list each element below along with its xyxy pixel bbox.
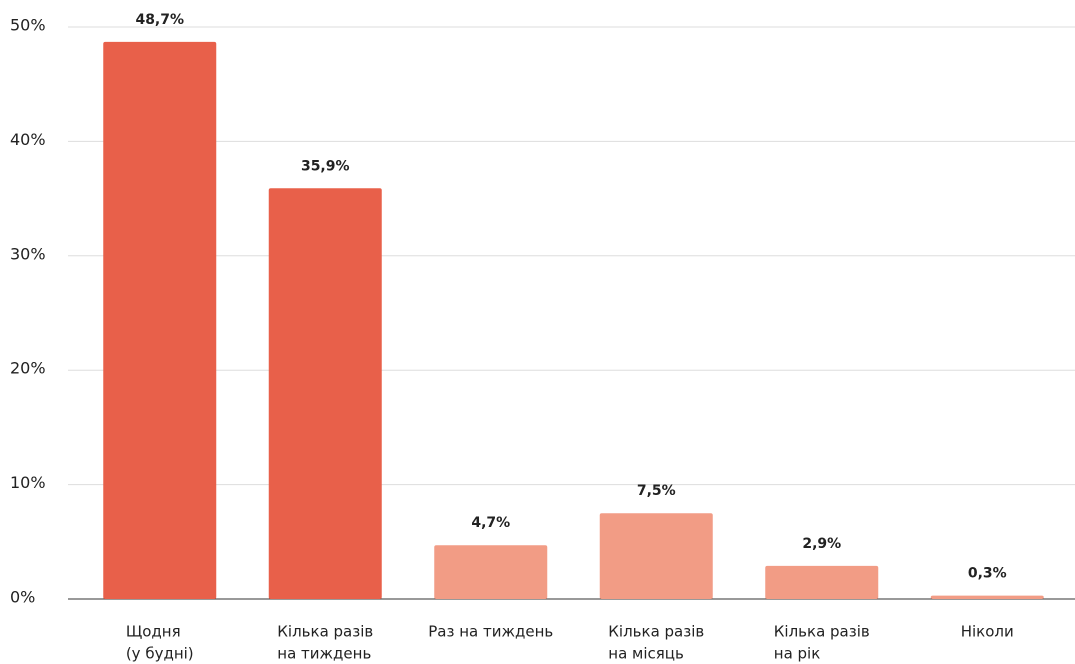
x-tick-label-line: Щодня <box>126 623 181 641</box>
y-tick-label: 20% <box>10 359 46 378</box>
x-tick-label: Щодня (у будні) <box>126 623 194 663</box>
x-tick-label-line: (у будні) <box>126 645 194 663</box>
x-tick-label: Ніколи <box>961 623 1014 641</box>
value-label: 0,3% <box>968 566 1007 582</box>
x-tick-label: Раз на тиждень <box>428 623 553 641</box>
bar <box>599 513 713 599</box>
x-tick-label-line: на місяць <box>608 645 684 663</box>
x-tick-label-line: Раз на тиждень <box>428 623 553 641</box>
y-tick-label: 10% <box>10 473 46 492</box>
x-tick-label-line: на рік <box>774 645 821 663</box>
x-tick-label-line: Кілька разів <box>774 623 870 641</box>
x-tick-label: Кілька разів на місяць <box>608 623 704 663</box>
x-tick-label-line: Ніколи <box>961 623 1014 641</box>
bar <box>765 565 879 599</box>
value-label: 4,7% <box>471 515 510 531</box>
bar <box>103 41 217 599</box>
x-tick-label: Кілька разів на рік <box>774 623 870 663</box>
bar <box>930 595 1044 599</box>
bar <box>268 188 382 599</box>
value-label: 2,9% <box>802 536 841 552</box>
y-tick-label: 40% <box>10 130 46 149</box>
y-tick-label: 0% <box>10 588 35 607</box>
x-tick-label-line: Кілька разів <box>608 623 704 641</box>
value-label: 35,9% <box>301 158 350 174</box>
value-label: 48,7% <box>135 12 184 28</box>
x-tick-label-line: Кілька разів <box>277 623 373 641</box>
y-tick-label: 30% <box>10 244 46 263</box>
value-label: 7,5% <box>637 483 676 499</box>
bar <box>434 545 548 599</box>
y-tick-label: 50% <box>10 16 46 35</box>
x-tick-label-line: на тиждень <box>277 645 371 663</box>
x-tick-label: Кілька разів на тиждень <box>277 623 373 663</box>
